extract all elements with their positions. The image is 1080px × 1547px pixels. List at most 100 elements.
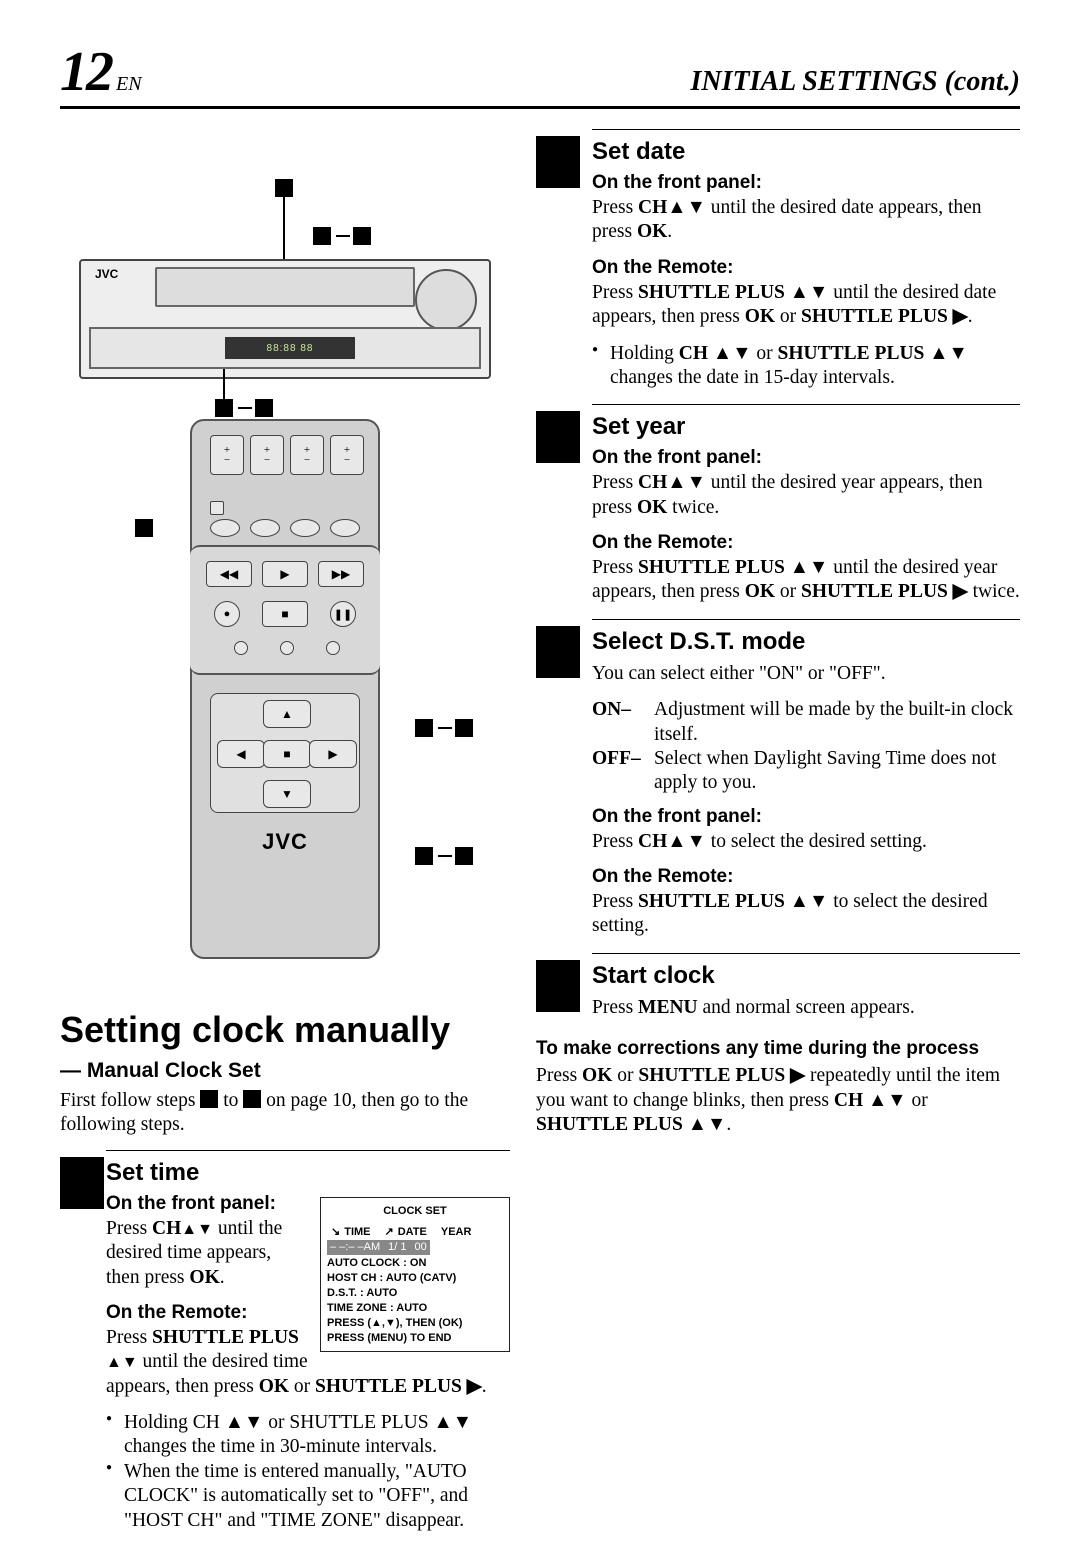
def-text: Select when Daylight Saving Time does no… [654,747,1020,796]
def-label: OFF– [592,747,644,796]
step-ref-box [243,1090,261,1108]
osd-val-date: 1/ 1 [388,1240,406,1255]
callout-box [135,519,153,537]
remote-oval-button [330,519,360,537]
callout-box [215,399,233,417]
callout-dash [435,847,455,865]
text: . [482,1376,487,1397]
remote-illustration: +− +− +− +− ◀◀ ▶ ▶▶ ● [105,419,465,979]
osd-header-row: ↘TIME ↗DATE YEAR [327,1225,503,1240]
remote-play-button: ▶ [262,561,308,587]
remote-ff-button: ▶▶ [318,561,364,587]
osd-lines: AUTO CLOCK : ON HOST CH : AUTO (CATV) D.… [327,1256,503,1345]
remote-text: Press SHUTTLE PLUS ▲▼ to select the desi… [592,890,1020,939]
callout-box [415,719,433,737]
callout-line [283,197,285,259]
intro-text: First follow steps to on page 10, then g… [60,1089,510,1138]
def-label: ON– [592,698,644,747]
step-start-clock: Start clock Press MENU and normal screen… [592,953,1020,1020]
bullet-item: Holding CH ▲▼ or SHUTTLE PLUS ▲▼ changes… [106,1411,510,1460]
step-dst: Select D.S.T. mode You can select either… [592,619,1020,939]
remote-text: Press SHUTTLE PLUS ▲▼ until the desired … [592,281,1020,330]
arrows-icon: ▲▼ [181,1221,213,1238]
callout-box [313,227,331,245]
callout-dash [333,227,353,245]
remote-label: On the Remote: [592,866,1020,888]
text-bold: CH [152,1218,181,1239]
front-panel-label: On the front panel: [592,806,1020,828]
step-set-year: Set year On the front panel: Press CH▲▼ … [592,404,1020,605]
remote-left-button: ◀ [217,740,265,768]
dst-intro: You can select either "ON" or "OFF". [592,662,1020,686]
callout-box [275,179,293,197]
step-title: Set year [592,413,1020,441]
page-number: 12 [60,41,112,103]
corrections-heading: To make corrections any time during the … [536,1038,1020,1060]
front-panel-text: Press CH▲▼ to select the desired setting… [592,830,1020,854]
right-column: Set date On the front panel: Press CH▲▼ … [536,129,1020,1547]
remote-label: On the Remote: [592,532,1020,554]
front-panel-text: Press CH▲▼ until the desired date appear… [592,196,1020,245]
step-set-date: Set date On the front panel: Press CH▲▼ … [592,129,1020,390]
left-column: JVC 88:88 88 +− +− +− +− [60,129,510,1547]
osd-val-time: – –:– –AM [330,1240,380,1255]
page-header: 12EN INITIAL SETTINGS (cont.) [60,40,1020,109]
remote-dot-button [280,641,294,655]
step-title: Start clock [592,962,1020,990]
step-ref-box [200,1090,218,1108]
remote-pause-button: ❚❚ [330,601,356,627]
remote-up-button: ▲ [263,700,311,728]
bullet-list: Holding CH ▲▼ or SHUTTLE PLUS ▲▼ changes… [106,1411,510,1533]
remote-body: +− +− +− +− ◀◀ ▶ ▶▶ ● [190,419,380,959]
remote-rec-button: ● [214,601,240,627]
bullet-item: When the time is entered manually, "AUTO… [106,1460,510,1533]
remote-dot-button [326,641,340,655]
def-text: Adjustment will be made by the built-in … [654,698,1020,747]
section-title: INITIAL SETTINGS (cont.) [690,66,1020,98]
vcr-display: 88:88 88 [225,337,355,359]
osd-line: D.S.T. : AUTO [327,1286,503,1301]
vcr-brand: JVC [95,267,118,281]
front-panel-text: Press CH▲▼ until the desired year appear… [592,471,1020,520]
callout-box [455,719,473,737]
callout-box [255,399,273,417]
text-bold: OK [259,1376,289,1397]
remote-right-button: ▶ [309,740,357,768]
step-number-box [536,411,580,463]
remote-pm-button: +− [330,435,364,475]
osd-line: AUTO CLOCK : ON [327,1256,503,1271]
remote-pm-button: +− [290,435,324,475]
text-bold: OK [189,1267,219,1288]
remote-text: Press SHUTTLE PLUS ▲▼ until the desired … [592,556,1020,605]
sub-heading: — Manual Clock Set [60,1059,510,1083]
osd-line: PRESS (▲,▼), THEN (OK) [327,1316,503,1331]
remote-small-row [210,501,224,515]
step-title: Set date [592,138,1020,166]
remote-ok-button: ■ [263,740,311,768]
step-number-box [536,960,580,1012]
step-title: Set time [106,1159,510,1187]
page-number-group: 12EN [60,40,142,104]
callout-box [455,847,473,865]
step-set-time: Set time CLOCK SET ↘TIME ↗DATE YEAR – –:… [106,1150,510,1533]
remote-oval-row [210,519,360,537]
osd-head-year: YEAR [441,1225,472,1240]
text-bold: SHUTTLE PLUS [152,1327,299,1348]
osd-title: CLOCK SET [327,1204,503,1219]
remote-oval-button [210,519,240,537]
text: Press [106,1218,152,1239]
remote-label: On the Remote: [592,257,1020,279]
page-lang: EN [116,73,142,95]
corrections-text: Press OK or SHUTTLE PLUS ▶ repeatedly un… [536,1064,1020,1137]
callout-dash [235,399,255,417]
osd-clock-set: CLOCK SET ↘TIME ↗DATE YEAR – –:– –AM 1/ … [320,1197,510,1353]
osd-value-row: – –:– –AM 1/ 1 00 [327,1240,430,1255]
remote-pm-button: +− [250,435,284,475]
text-bold: SHUTTLE PLUS ▶ [315,1376,482,1397]
vcr-illustration: JVC 88:88 88 [75,149,495,389]
step-title: Select D.S.T. mode [592,628,1020,656]
remote-direction-pad: ▲ ◀ ■ ▶ ▼ [210,693,360,813]
remote-oval-button [250,519,280,537]
main-heading: Setting clock manually [60,1009,510,1051]
osd-line: HOST CH : AUTO (CATV) [327,1271,503,1286]
